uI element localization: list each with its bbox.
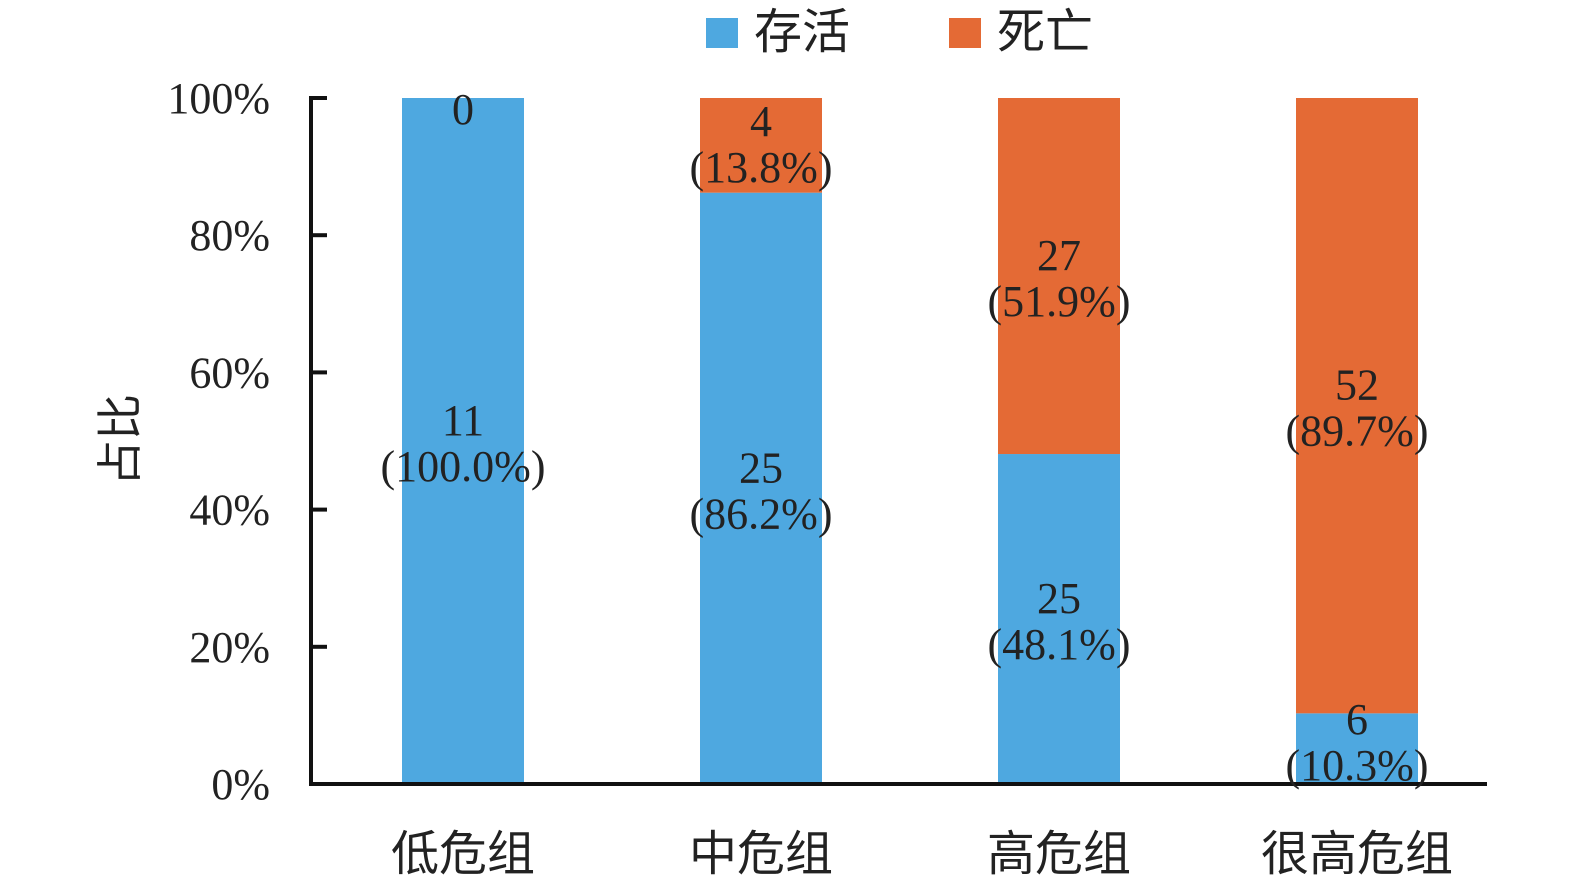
bar-survival-1 bbox=[700, 192, 822, 785]
x-category-label: 中危组 bbox=[689, 826, 833, 882]
y-tick-label: 20% bbox=[189, 623, 270, 672]
x-category-label: 低危组 bbox=[391, 826, 535, 882]
bar-survival-3 bbox=[1296, 713, 1418, 784]
y-axis-title: 占比 bbox=[93, 394, 147, 486]
y-tick-label: 0% bbox=[211, 760, 270, 809]
data-label-count: 52 bbox=[1335, 361, 1379, 410]
data-label-percent: (89.7%) bbox=[1286, 407, 1429, 456]
legend: 存活 死亡 bbox=[706, 4, 1093, 60]
data-label-percent: (13.8%) bbox=[690, 143, 833, 192]
y-tick-label: 60% bbox=[189, 348, 270, 397]
bar-death-1 bbox=[700, 98, 822, 193]
y-tick-label: 100% bbox=[167, 74, 270, 123]
data-label-count: 25 bbox=[739, 443, 783, 492]
data-label-percent: (48.1%) bbox=[988, 620, 1131, 669]
data-label-count: 0 bbox=[452, 85, 474, 134]
data-label-percent: (86.2%) bbox=[690, 489, 833, 538]
data-labels: 11(100.0%)025(86.2%)4(13.8%)25(48.1%)27(… bbox=[381, 85, 1429, 790]
axes: 0% 20% 40% 60% 80% 100% 低危组 中危组 高危组 很高危组 占比 bbox=[93, 74, 1487, 882]
data-label-count: 11 bbox=[442, 396, 484, 445]
legend-label-1: 死亡 bbox=[997, 4, 1093, 60]
data-label-count: 6 bbox=[1346, 695, 1368, 744]
legend-swatch-1 bbox=[949, 18, 981, 48]
legend-label-0: 存活 bbox=[754, 4, 850, 60]
data-label-count: 27 bbox=[1037, 231, 1081, 280]
legend-swatch-0 bbox=[706, 18, 738, 48]
bar-survival-0 bbox=[402, 98, 524, 784]
bar-survival-2 bbox=[998, 454, 1120, 784]
data-label-percent: (51.9%) bbox=[988, 277, 1131, 326]
data-label-count: 25 bbox=[1037, 574, 1081, 623]
bar-death-3 bbox=[1296, 98, 1418, 714]
y-tick-label: 40% bbox=[189, 486, 270, 535]
data-label-count: 4 bbox=[750, 97, 772, 146]
bar-death-2 bbox=[998, 98, 1120, 455]
x-category-label: 很高危组 bbox=[1261, 826, 1453, 882]
data-label-percent: (10.3%) bbox=[1286, 741, 1429, 790]
x-category-label: 高危组 bbox=[987, 826, 1131, 882]
data-label-percent: (100.0%) bbox=[381, 442, 546, 491]
y-tick-label: 80% bbox=[189, 211, 270, 260]
bars bbox=[402, 98, 1418, 785]
